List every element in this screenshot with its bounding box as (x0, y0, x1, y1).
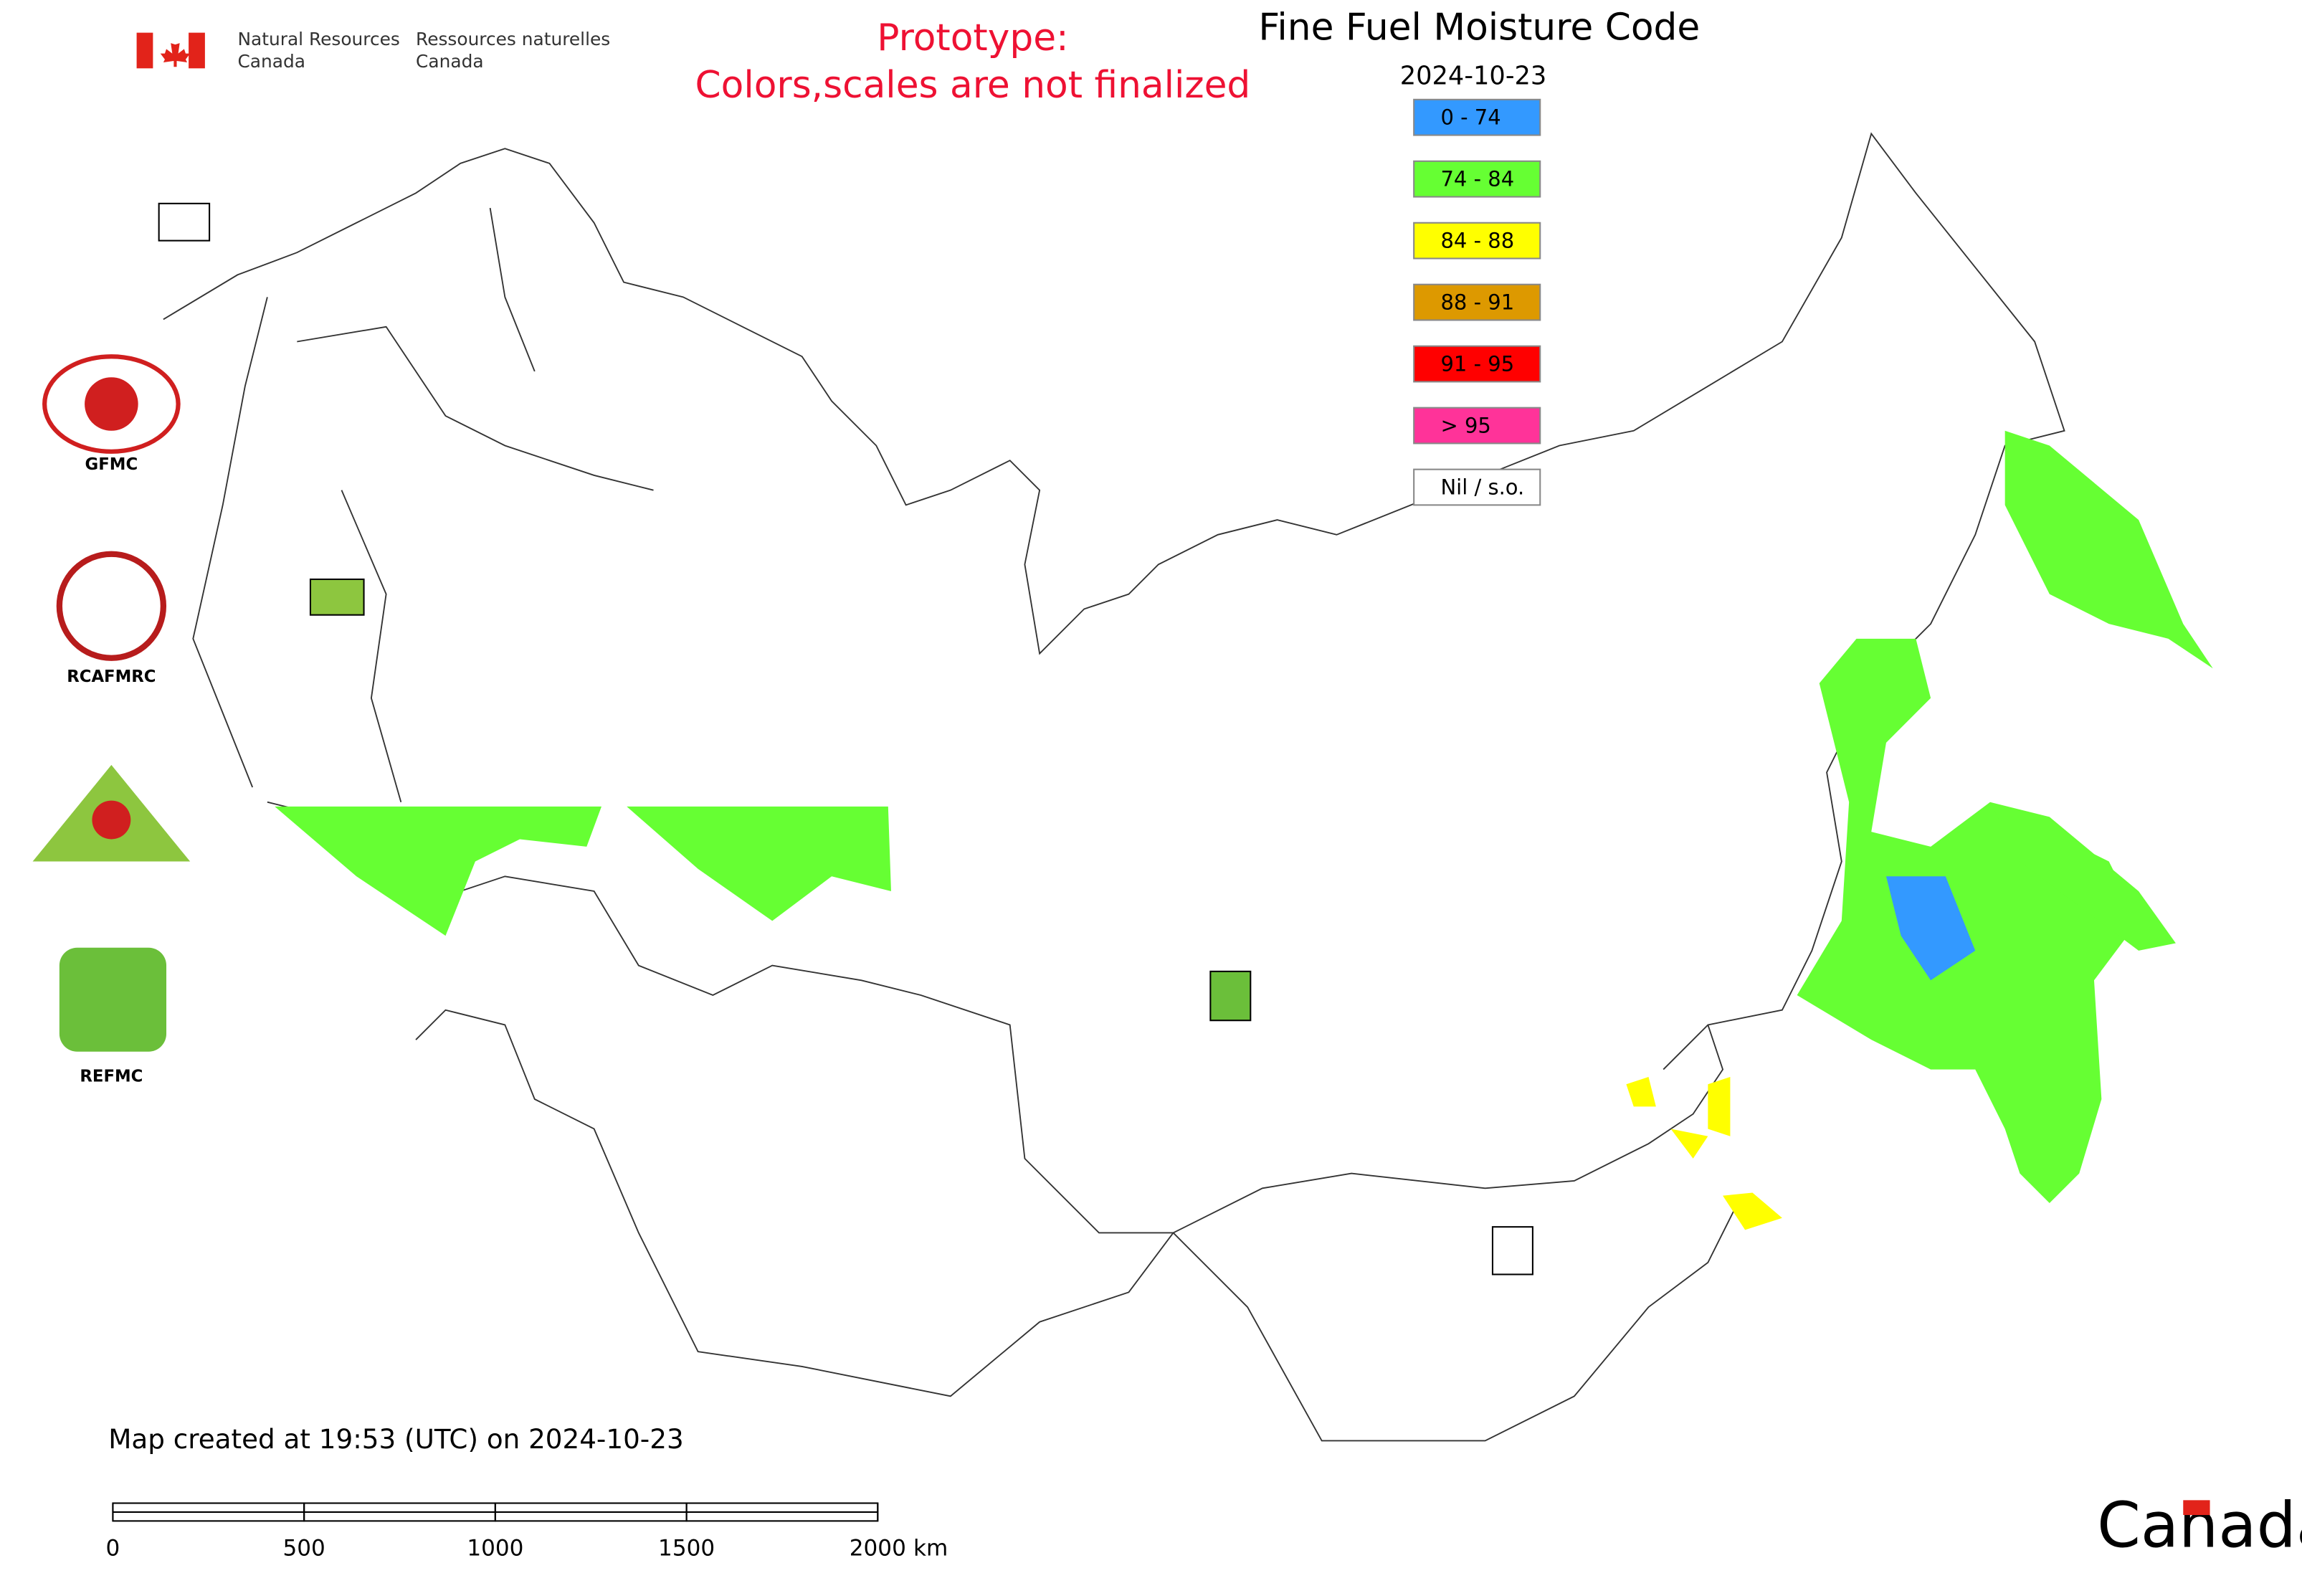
kazakhstan-border (415, 1009, 1174, 1397)
ffmc-area (1797, 638, 2139, 1204)
notice: Prototype: (877, 16, 1068, 60)
legend-swatch (1413, 345, 1541, 383)
legend-label: 0 - 74 (1440, 105, 1500, 130)
scale-unit: km (913, 1536, 948, 1562)
legend-swatch (1413, 222, 1541, 260)
legend-label: 88 - 91 (1440, 290, 1514, 315)
map-date: 2024-10-23 (1400, 62, 1547, 91)
scale-label: 1500 (658, 1536, 715, 1562)
legend-swatch (1413, 283, 1541, 321)
agency-name: Natural Resources (237, 29, 399, 49)
legend-swatch (1413, 98, 1541, 136)
scale-label: 2000 (850, 1536, 906, 1562)
legend-swatch (1413, 468, 1541, 506)
rcafmrc-logo (56, 551, 167, 661)
ffmc-areas (275, 430, 2213, 1230)
centre-label: GFMC (85, 455, 138, 474)
scale-label: 0 (106, 1536, 120, 1562)
canada-wordmark: Canada (2097, 1489, 2302, 1562)
station-marker (309, 578, 365, 616)
agency-name: Canada (416, 51, 484, 72)
ffmc-area (1989, 802, 2176, 951)
ffmc-area (627, 806, 891, 921)
map-title: Fine Fuel Moisture Code (1258, 6, 1700, 49)
legend-swatch (1413, 407, 1541, 445)
legend-label: > 95 (1440, 414, 1490, 438)
coastline (163, 132, 2065, 1070)
maple-leaf (160, 37, 191, 67)
agency-name: Ressources naturelles (416, 29, 610, 49)
agency-name: Canada (237, 51, 305, 72)
station-marker (158, 202, 211, 242)
footer-note: Map created at 19:53 (UTC) on 2024-10-23 (108, 1423, 683, 1455)
ffmc-area (2004, 430, 2213, 669)
legend-swatch (1413, 160, 1541, 198)
gfmc-logo (85, 377, 138, 431)
dynamic-layer: 0 - 74 74 - 84 84 - 88 88 - 91 91 - 95 > 95 Ni… (67, 98, 2302, 1562)
flag-bar (189, 32, 205, 69)
ffmc-area (1885, 876, 1976, 981)
centre-label: RCAFMRC (67, 668, 156, 686)
flag-bar (136, 32, 153, 69)
legend-label: 91 - 95 (1440, 352, 1514, 376)
legend-label: 74 - 84 (1440, 167, 1514, 191)
wordmark-flag (2183, 1500, 2210, 1516)
notice: Colors,scales are not finalized (695, 64, 1251, 107)
mongolia-border (1172, 1202, 1739, 1442)
refmc-logo (59, 947, 167, 1052)
scale-label: 1000 (467, 1536, 523, 1562)
ffmc-area (275, 806, 602, 936)
station-marker (1209, 970, 1252, 1022)
ffmc-area (1626, 1076, 1782, 1230)
station-marker (1491, 1226, 1533, 1276)
legend-label: 84 - 88 (1440, 229, 1514, 253)
reefmc-logo (92, 800, 131, 840)
centre-label: REFMC (80, 1067, 143, 1086)
borders (163, 132, 2065, 1442)
europe-borders (192, 207, 654, 802)
scale-label: 500 (283, 1536, 325, 1562)
gfmc-logo (42, 354, 181, 454)
southern-border (267, 801, 1724, 1234)
legend-label: Nil / s.o. (1440, 475, 1524, 500)
canada-flag (136, 32, 205, 69)
centre-logos (32, 202, 1533, 1276)
